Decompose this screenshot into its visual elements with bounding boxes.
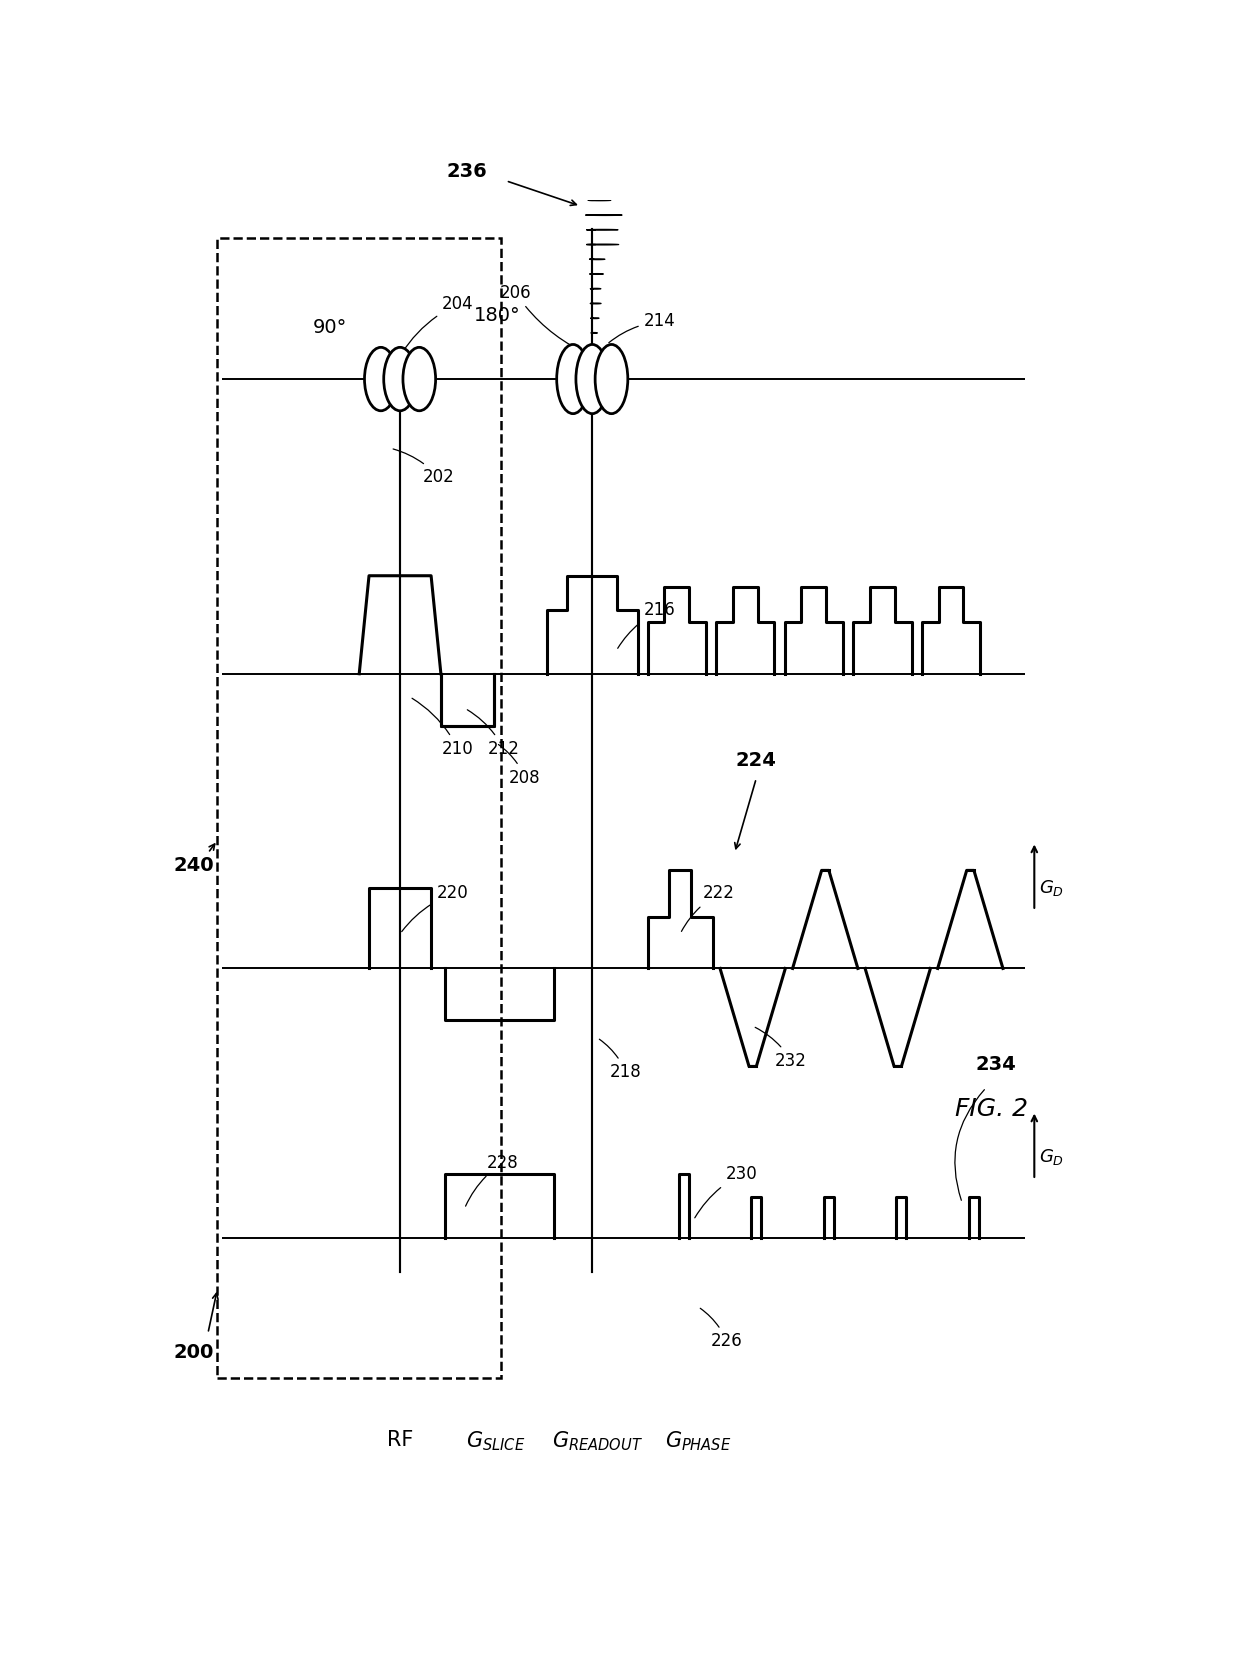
- Text: 218: 218: [599, 1040, 642, 1082]
- Text: 222: 222: [682, 885, 734, 932]
- Text: 228: 228: [465, 1153, 518, 1206]
- Ellipse shape: [575, 344, 609, 414]
- Text: 212: 212: [467, 711, 520, 757]
- Text: $G_D$: $G_D$: [1039, 877, 1064, 897]
- Text: RF: RF: [387, 1429, 413, 1449]
- Text: 240: 240: [174, 857, 213, 875]
- Text: $G_{SLICE}$: $G_{SLICE}$: [466, 1429, 526, 1453]
- Text: 214: 214: [609, 313, 676, 343]
- Ellipse shape: [365, 348, 397, 411]
- Text: 232: 232: [755, 1027, 807, 1070]
- Text: 230: 230: [694, 1165, 758, 1218]
- Text: 216: 216: [618, 601, 676, 649]
- Text: 236: 236: [446, 161, 487, 181]
- Text: 206: 206: [500, 283, 590, 354]
- Text: $G_{READOUT}$: $G_{READOUT}$: [552, 1429, 642, 1453]
- Text: 200: 200: [174, 1343, 213, 1363]
- Text: 90°: 90°: [312, 318, 347, 336]
- Text: 204: 204: [402, 295, 474, 354]
- Ellipse shape: [557, 344, 589, 414]
- Text: $G_{PHASE}$: $G_{PHASE}$: [665, 1429, 732, 1453]
- Bar: [217, 238, 501, 1378]
- Text: $G_D$: $G_D$: [1039, 1146, 1064, 1166]
- Text: 234: 234: [976, 1055, 1017, 1073]
- Text: 180°: 180°: [474, 306, 521, 324]
- Text: 220: 220: [402, 885, 469, 932]
- Text: 208: 208: [498, 744, 541, 787]
- Text: FIG. 2: FIG. 2: [955, 1097, 1028, 1122]
- Ellipse shape: [383, 348, 417, 411]
- Text: 202: 202: [393, 449, 454, 486]
- Text: 210: 210: [412, 699, 474, 757]
- Ellipse shape: [595, 344, 627, 414]
- Text: 224: 224: [735, 752, 776, 770]
- Ellipse shape: [403, 348, 435, 411]
- Text: 226: 226: [701, 1308, 743, 1350]
